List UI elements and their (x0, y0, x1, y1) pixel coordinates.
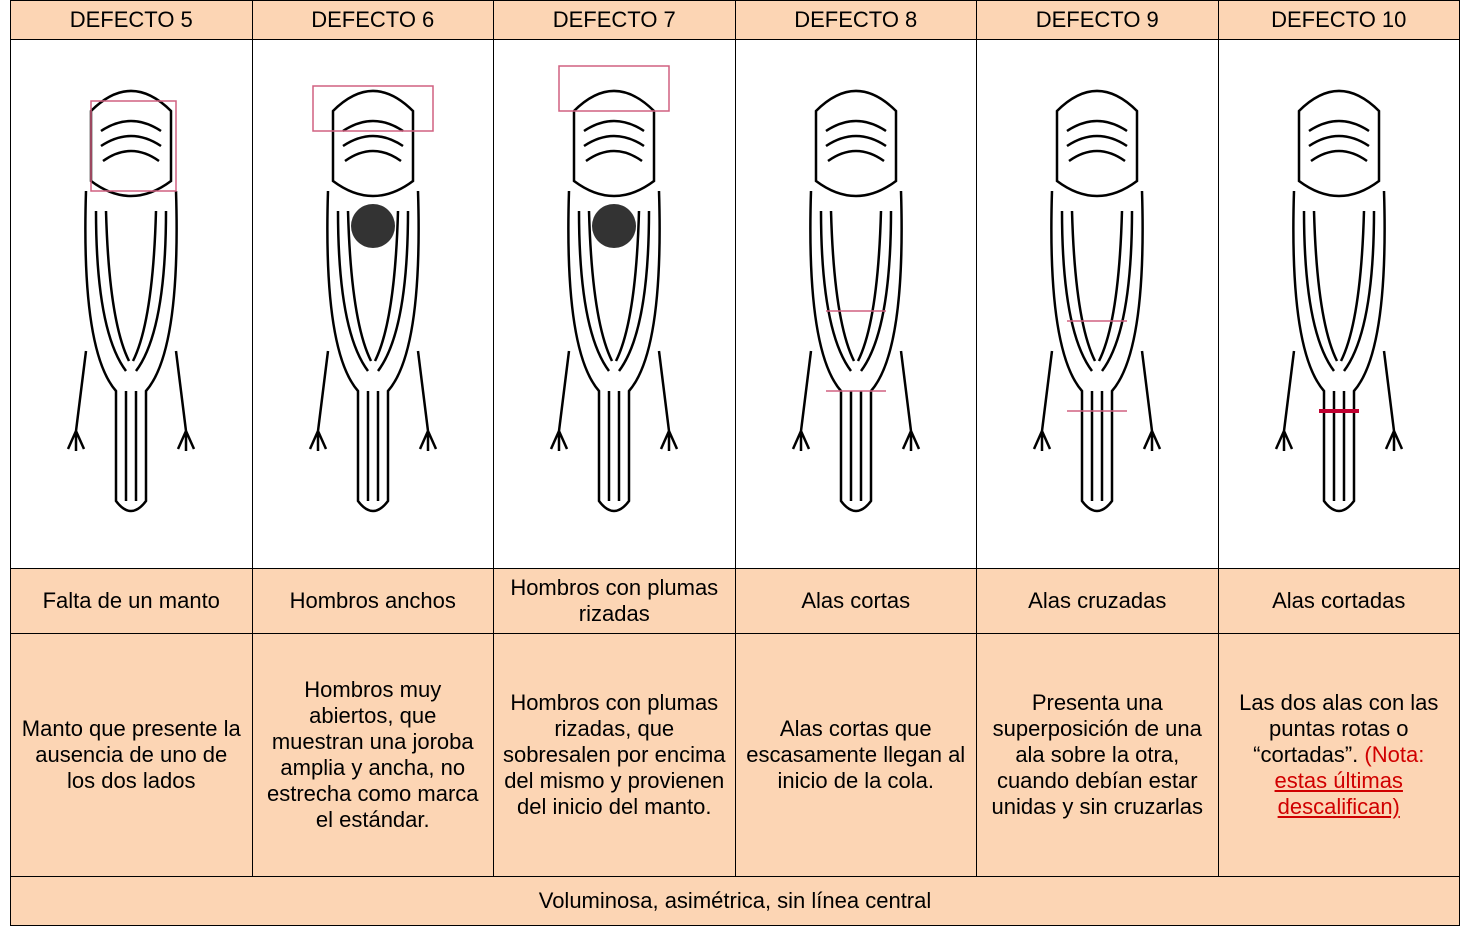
defect-description: Alas cortas que escasamente llegan al in… (734, 633, 977, 877)
bird-drawing (756, 41, 956, 561)
description-text: Presenta una superposición de una ala so… (991, 690, 1204, 819)
defect-description: Hombros muy abiertos, que muestran una j… (251, 633, 494, 877)
column-header: DEFECTO 7 (493, 0, 736, 40)
defect-name: Hombros anchos (251, 568, 494, 634)
bird-drawing (273, 85, 473, 561)
description-text: Hombros muy abiertos, que muestran una j… (266, 677, 479, 832)
bird-drawing (514, 65, 714, 561)
description-text: Hombros con plumas rizadas, que sobresal… (502, 690, 726, 819)
drawing-cell (1217, 39, 1460, 569)
footer: Voluminosa, asimétrica, sin línea centra… (10, 876, 1460, 926)
bird-drawing (31, 41, 231, 561)
defect-description: Manto que presente la ausencia de uno de… (10, 633, 253, 877)
defect-description: Hombros con plumas rizadas, que sobresal… (493, 633, 736, 877)
drawing-cell (10, 39, 253, 569)
defect-name: Alas cortadas (1217, 568, 1460, 634)
column-header: DEFECTO 6 (251, 0, 494, 40)
defects-table: DEFECTO 5 DEFECTO 6 DEFECTO 7 DEFECTO 8 DEFE… (10, 0, 1460, 926)
description-text: Manto que presente la ausencia de uno de… (21, 716, 241, 793)
drawing-cell (734, 39, 977, 569)
bird-drawing (1239, 41, 1439, 561)
note-prefix: (Nota: (1364, 742, 1425, 767)
defect-name: Alas cruzadas (976, 568, 1219, 634)
defect-name: Falta de un manto (10, 568, 253, 634)
defect-name: Alas cortas (734, 568, 977, 634)
drawing-cell (976, 39, 1219, 569)
defect-description: Presenta una superposición de una ala so… (976, 633, 1219, 877)
drawing-cell (493, 39, 736, 569)
note: estas últimas descalifican) (1274, 768, 1403, 819)
column-header: DEFECTO 5 (10, 0, 253, 40)
bird-drawing (997, 41, 1197, 561)
description-text: Las dos alas con las puntas rotas o “cor… (1239, 690, 1439, 767)
column-header: DEFECTO 9 (976, 0, 1219, 40)
drawing-cell (251, 39, 494, 569)
defect-name: Hombros con plumas rizadas (493, 568, 736, 634)
description-text: Alas cortas que escasamente llegan al in… (746, 716, 966, 793)
defect-description: Las dos alas con las puntas rotas o “cor… (1217, 633, 1460, 877)
column-header: DEFECTO 8 (734, 0, 977, 40)
column-header: DEFECTO 10 (1217, 0, 1460, 40)
